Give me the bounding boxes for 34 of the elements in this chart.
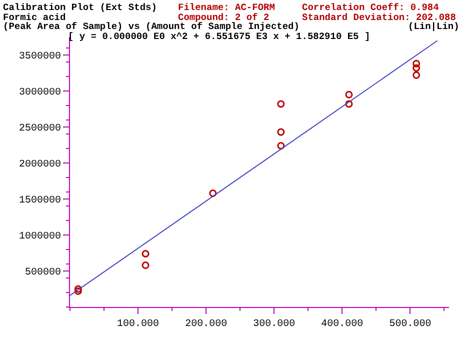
point xyxy=(209,189,217,197)
point xyxy=(412,71,420,79)
point xyxy=(277,142,285,150)
x-tick-label: 500.000 xyxy=(389,319,432,330)
point xyxy=(277,100,285,108)
point xyxy=(74,285,82,293)
chart-title: Calibration Plot (Ext Stds) xyxy=(3,2,157,13)
text: Standard Deviation: 202.088 xyxy=(302,12,456,23)
x-tick-label: 100.000 xyxy=(117,319,160,330)
text: (Lin|Lin) xyxy=(408,21,460,32)
text: Compound: 2 of 2 xyxy=(178,12,270,23)
point xyxy=(345,90,353,98)
x-tick-label: 400.000 xyxy=(321,319,364,330)
point xyxy=(412,60,420,68)
text: Filename: AC-FORM xyxy=(178,2,276,13)
point xyxy=(412,64,420,72)
text: Correlation Coeff: 0.984 xyxy=(302,2,440,13)
x-tick-label: 200.000 xyxy=(185,319,228,330)
y-tick-label: 500000 xyxy=(24,268,61,278)
point xyxy=(142,261,150,269)
text: (Peak Area of Sample) vs (Amount of Sample Injected) xyxy=(3,21,300,32)
annotation: [ y = 0.000000 E0 x^2 + 6.551675 E3 x + 1.582910 E5 ] xyxy=(68,31,370,42)
chart-subtitle: Formic acid xyxy=(3,12,66,23)
point xyxy=(142,250,150,258)
y-tick-label: 2500000 xyxy=(18,124,61,134)
point xyxy=(345,100,353,108)
y-tick-label: 3500000 xyxy=(18,52,61,62)
point xyxy=(277,128,285,136)
y-tick-label: 2000000 xyxy=(18,160,61,170)
y-tick-label: 1000000 xyxy=(18,232,61,242)
x-tick-label: 300.000 xyxy=(253,319,296,330)
y-tick-label: 3000000 xyxy=(18,88,61,98)
point xyxy=(74,287,82,295)
y-tick-label: 1500000 xyxy=(18,196,61,206)
